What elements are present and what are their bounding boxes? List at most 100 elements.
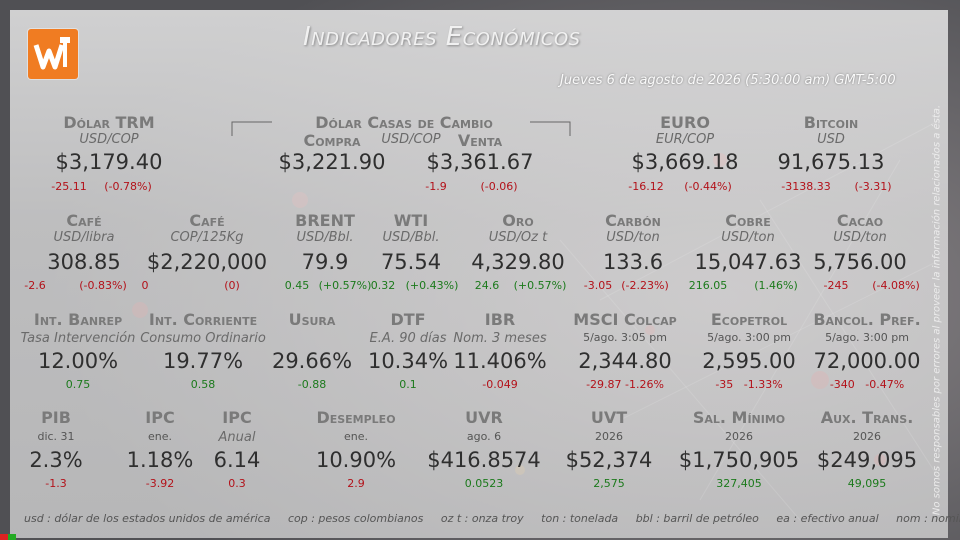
row2-item-5-pct: (-2.23%) — [621, 279, 669, 292]
row4-item-3-unit: ene. — [343, 430, 369, 443]
row2-item-5-label: Carbón — [605, 211, 661, 230]
euro-pct: (-0.44%) — [684, 180, 732, 193]
disclaimer-note: No somos responsables por errores al pro… — [931, 104, 943, 516]
row3-item-4-unit: Nom. 3 meses — [453, 331, 547, 346]
row4-item-0-unit: dic. 31 — [37, 430, 75, 443]
row4-item-6-change: 327,405 — [716, 477, 762, 490]
row3-item-2-change: -0.88 — [297, 378, 327, 391]
footer-bbl: bbl : barril de petróleo — [635, 512, 759, 525]
euro-unit: EUR/COP — [655, 132, 715, 147]
row2-item-6-change: 216.05 — [688, 279, 728, 292]
row3-item-1-unit: Consumo Ordinario — [140, 331, 266, 346]
row4-item-4-unit: ago. 6 — [466, 430, 502, 443]
row2-item-1-value: $2,220,000 — [146, 250, 268, 274]
row4-item-0-label: PIB — [41, 408, 71, 427]
row4-item-5-label: UVT — [590, 408, 628, 427]
bitcoin-label: Bitcoin — [803, 113, 859, 132]
row2-item-0-label: Café — [66, 211, 102, 230]
footer-ea: ea : efectivo anual — [776, 512, 879, 525]
footer-ozt: oz t : onza troy — [440, 512, 524, 525]
row2-item-7-value: 5,756.00 — [813, 250, 907, 274]
row2-item-5-value: 133.6 — [602, 250, 664, 274]
row3-item-0-value: 12.00% — [37, 349, 119, 373]
row4-item-7-unit: 2026 — [853, 430, 881, 443]
row2-item-0-value: 308.85 — [47, 250, 121, 274]
row3-item-4-change: -0.049 — [482, 378, 518, 391]
dolar-trm-label: Dólar TRM — [63, 113, 155, 132]
row4-item-2-change: 0.3 — [228, 477, 246, 490]
row3-item-1-value: 19.77% — [162, 349, 244, 373]
row2-item-5-unit: USD/ton — [606, 230, 660, 245]
row3-item-4-value: 11.406% — [453, 349, 547, 373]
row4-item-4-label: UVR — [465, 408, 503, 427]
row4-item-1-unit: ene. — [147, 430, 173, 443]
row4-item-6-value: $1,750,905 — [678, 448, 800, 472]
row2-item-2-pct: (+0.57%) — [318, 279, 372, 292]
date-time: Jueves 6 de agosto de 2026 (5:30:00 am) … — [560, 73, 896, 88]
row4-item-5-value: $52,374 — [565, 448, 653, 472]
euro-label: EURO — [660, 113, 710, 132]
row3-item-5-value: 2,344.80 — [578, 349, 672, 373]
row3-item-0-unit: Tasa Intervención — [20, 331, 136, 346]
row2-item-6-value: 15,047.63 — [694, 250, 802, 274]
row3-item-6-value: 2,595.00 — [702, 349, 796, 373]
row2-item-7-change: -245 — [823, 279, 849, 292]
row2-item-3-unit: USD/Bbl. — [382, 230, 440, 245]
row2-item-1-unit: COP/125Kg — [170, 230, 244, 245]
row2-item-7-label: Cacao — [836, 211, 884, 230]
row4-item-6-label: Sal. Mínimo — [692, 408, 786, 427]
w-logo-icon[interactable] — [28, 29, 78, 79]
row2-item-2-value: 79.9 — [301, 250, 349, 274]
row3-item-3-value: 10.34% — [367, 349, 449, 373]
dolar-trm-pct: (-0.78%) — [104, 180, 152, 193]
row4-item-5-unit: 2026 — [595, 430, 623, 443]
row3-item-6-unit: 5/ago. 3:00 pm — [707, 331, 791, 344]
footer-cop: cop : pesos colombianos — [287, 512, 424, 525]
page-title: Indicadores Económicos — [303, 22, 581, 52]
row3-item-2-label: Usura — [288, 310, 336, 329]
row3-item-3-change: 0.1 — [399, 378, 417, 391]
row3-item-5-unit: 5/ago. 3:05 pm — [583, 331, 667, 344]
casas-compra-label: Compra — [303, 131, 361, 150]
row3-item-1-label: Int. Corriente — [148, 310, 258, 329]
row2-item-6-unit: USD/ton — [721, 230, 775, 245]
row3-item-6-change: -35 -1.33% — [715, 378, 783, 391]
row2-item-7-unit: USD/ton — [833, 230, 887, 245]
row2-item-1-label: Café — [189, 211, 225, 230]
footer-nom: nom : nominal — [896, 512, 960, 525]
footer-legend: usd : dólar de los estados unidos de amé… — [24, 512, 960, 525]
row2-item-0-pct: (-0.83%) — [79, 279, 127, 292]
row2-item-3-label: WTI — [393, 211, 429, 230]
row3-item-5-change: -29.87 -1.26% — [586, 378, 664, 391]
row2-item-2-unit: USD/Bbl. — [296, 230, 354, 245]
row4-item-7-label: Aux. Trans. — [820, 408, 914, 427]
row3-item-7-label: Bancol. Pref. — [813, 310, 921, 329]
casas-cambio-label: Dólar Casas de Cambio — [315, 113, 493, 132]
casas-venta-label: Venta — [457, 131, 503, 150]
row2-item-0-change: -2.6 — [24, 279, 46, 292]
row4-item-7-value: $249,095 — [816, 448, 918, 472]
row4-item-1-change: -3.92 — [145, 477, 175, 490]
footer-usd: usd : dólar de los estados unidos de amé… — [24, 512, 271, 525]
row4-item-0-change: -1.3 — [45, 477, 67, 490]
row2-item-4-label: Oro — [502, 211, 534, 230]
row2-item-3-change: 0.32 — [370, 279, 396, 292]
row3-item-2-value: 29.66% — [271, 349, 353, 373]
row3-item-5-label: MSCI Colcap — [573, 310, 677, 329]
row4-item-6-unit: 2026 — [725, 430, 753, 443]
row2-item-1-pct: (0) — [224, 279, 240, 292]
row2-item-4-unit: USD/Oz t — [488, 230, 548, 245]
row4-item-3-label: Desempleo — [316, 408, 396, 427]
row3-item-6-label: Ecopetrol — [710, 310, 788, 329]
row4-item-0-value: 2.3% — [29, 448, 83, 472]
euro-change: -16.12 — [628, 180, 664, 193]
row4-item-1-label: IPC — [145, 408, 175, 427]
row4-item-7-change: 49,095 — [847, 477, 887, 490]
euro-value: $3,669.18 — [631, 150, 739, 174]
row2-item-4-pct: (+0.57%) — [513, 279, 567, 292]
casas-venta-value: $3,361.67 — [426, 150, 534, 174]
bitcoin-change: -3138.33 — [781, 180, 831, 193]
footer-ton: ton : tonelada — [541, 512, 619, 525]
casas-compra-value: $3,221.90 — [278, 150, 386, 174]
